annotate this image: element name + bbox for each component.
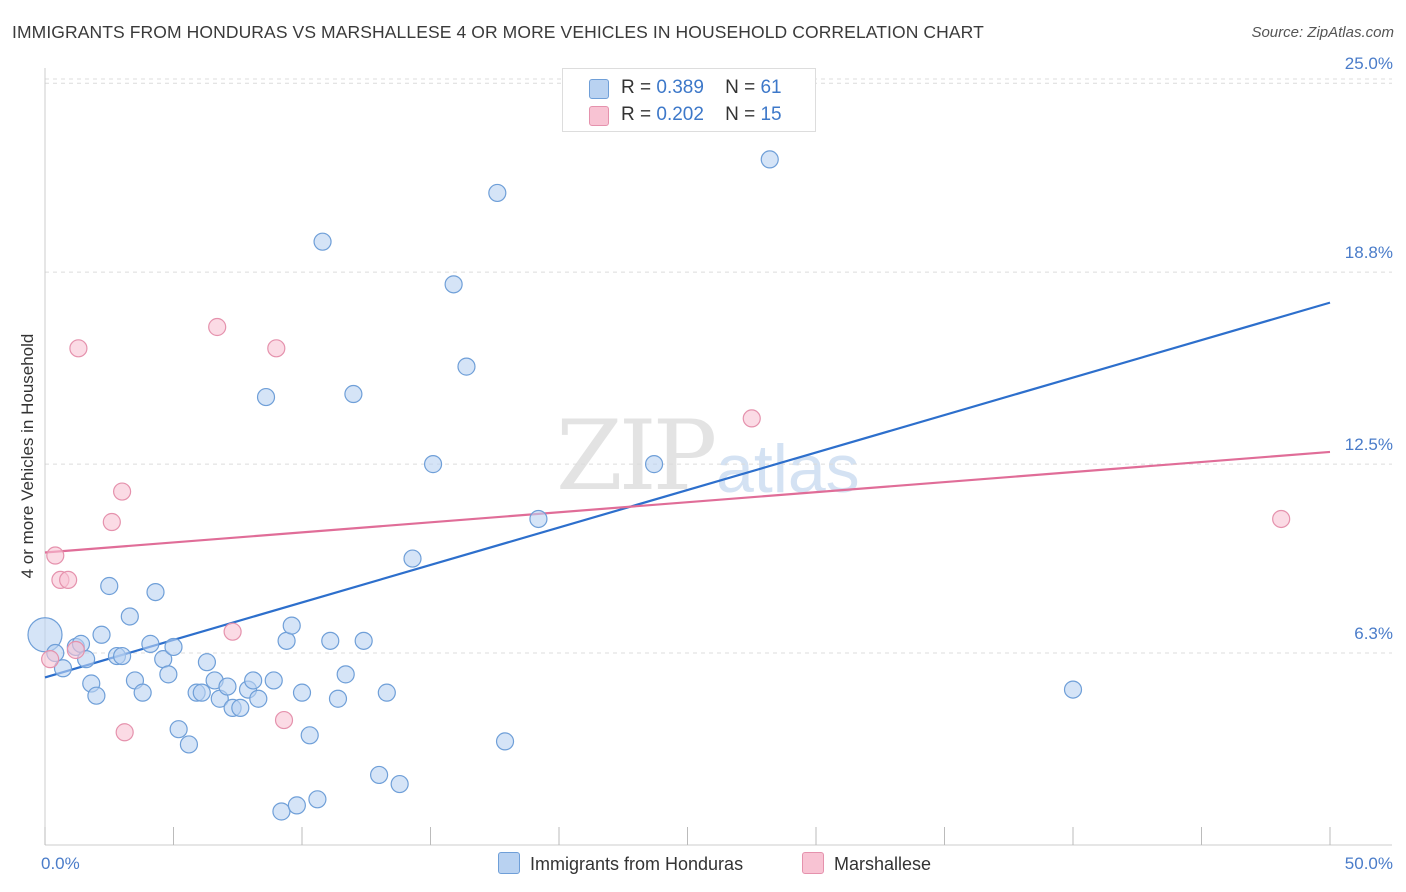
bottom-legend-honduras: Immigrants from Honduras — [498, 852, 743, 875]
point-honduras — [120, 607, 139, 626]
point-honduras — [423, 455, 443, 474]
legend-r-label: R = — [621, 104, 652, 125]
bottom-legend-marshallese: Marshallese — [802, 852, 931, 875]
bottom-legend-swatch-blue — [498, 852, 520, 874]
point-marshallese — [274, 710, 294, 730]
point-honduras — [87, 686, 106, 705]
bottom-legend-label-marshallese: Marshallese — [834, 854, 932, 874]
point-honduras — [287, 796, 306, 815]
point-honduras — [529, 509, 548, 529]
point-honduras — [197, 653, 217, 672]
point-honduras — [256, 387, 276, 407]
point-honduras — [218, 677, 237, 696]
point-honduras — [133, 683, 152, 702]
point-honduras — [53, 659, 73, 678]
legend-swatch-blue — [589, 79, 609, 99]
point-honduras — [344, 384, 363, 404]
grid-lines — [45, 78, 1392, 654]
point-honduras — [321, 631, 340, 650]
y-tick-label: 18.8% — [1345, 243, 1393, 262]
axes — [44, 68, 1392, 846]
point-marshallese — [102, 512, 121, 532]
point-honduras — [179, 735, 199, 754]
watermark-zip: ZIP — [556, 400, 717, 512]
point-honduras — [760, 150, 779, 169]
y-axis-label: 4 or more Vehicles in Household — [18, 334, 37, 579]
point-honduras — [159, 665, 178, 684]
point-honduras — [112, 646, 132, 666]
point-honduras — [488, 183, 507, 203]
legend-n-label: N = — [725, 104, 756, 125]
point-honduras — [313, 232, 332, 251]
point-marshallese — [112, 482, 132, 501]
point-honduras — [644, 455, 664, 474]
chart-title: IMMIGRANTS FROM HONDURAS VS MARSHALLESE … — [12, 22, 984, 42]
legend-r-label: R = — [621, 77, 652, 98]
point-honduras — [1063, 680, 1083, 699]
axis-labels: 6.3% 12.5% 18.8% 25.0% 0.0% 50.0% 4 or more Ve… — [18, 54, 1393, 873]
point-honduras — [292, 683, 312, 702]
legend-swatch-pink — [589, 106, 609, 126]
point-honduras — [377, 683, 396, 702]
trend-lines — [44, 301, 1331, 679]
point-honduras — [244, 671, 263, 690]
point-marshallese — [208, 317, 227, 337]
point-marshallese — [66, 640, 85, 660]
point-honduras — [100, 576, 119, 596]
point-honduras — [328, 689, 348, 708]
point-marshallese — [69, 339, 88, 358]
legend-n-label: N = — [725, 77, 756, 98]
source-credit: Source: ZipAtlas.com — [1251, 24, 1394, 41]
point-honduras — [495, 732, 515, 751]
point-honduras — [370, 765, 389, 785]
point-honduras — [444, 275, 463, 294]
point-marshallese — [46, 546, 65, 565]
legend-r-value: 0.202 — [656, 104, 704, 125]
trend-line-marshallese — [44, 450, 1331, 554]
point-honduras — [264, 671, 283, 690]
point-marshallese — [267, 339, 286, 358]
point-honduras — [164, 637, 183, 657]
point-honduras — [272, 802, 291, 821]
point-marshallese — [223, 622, 242, 641]
y-tick-label: 12.5% — [1345, 435, 1393, 454]
legend-n-value: 15 — [760, 104, 782, 125]
point-honduras — [169, 720, 188, 739]
point-marshallese — [1272, 509, 1291, 529]
point-honduras — [354, 631, 373, 650]
legend-r-value: 0.389 — [656, 77, 704, 98]
point-honduras — [457, 357, 476, 376]
legend-n-value: 61 — [760, 77, 782, 98]
trend-line-honduras — [44, 301, 1331, 679]
correlation-legend: R = 0.389 N = 61 R = 0.202 N = 15 — [562, 68, 816, 132]
y-tick-label: 25.0% — [1345, 54, 1393, 73]
point-honduras — [192, 683, 211, 702]
point-honduras — [308, 790, 327, 809]
point-honduras — [92, 625, 111, 644]
point-marshallese — [742, 409, 761, 428]
x-tick-label: 0.0% — [41, 854, 80, 873]
point-marshallese — [59, 570, 78, 590]
point-marshallese — [115, 723, 134, 742]
bottom-legend-label-honduras: Immigrants from Honduras — [530, 854, 744, 874]
x-tick-label: 50.0% — [1345, 854, 1393, 873]
point-honduras — [300, 726, 319, 745]
data-points — [27, 150, 1291, 821]
point-honduras — [231, 698, 250, 717]
point-honduras — [277, 631, 296, 650]
point-marshallese — [41, 650, 60, 669]
point-honduras — [249, 689, 268, 708]
point-honduras — [403, 549, 422, 568]
point-honduras — [390, 774, 409, 794]
point-honduras — [336, 665, 355, 684]
point-honduras — [282, 616, 301, 635]
point-honduras — [141, 634, 160, 653]
y-tick-label: 6.3% — [1354, 624, 1393, 643]
point-honduras — [146, 582, 165, 602]
bottom-legend-swatch-pink — [802, 852, 824, 874]
